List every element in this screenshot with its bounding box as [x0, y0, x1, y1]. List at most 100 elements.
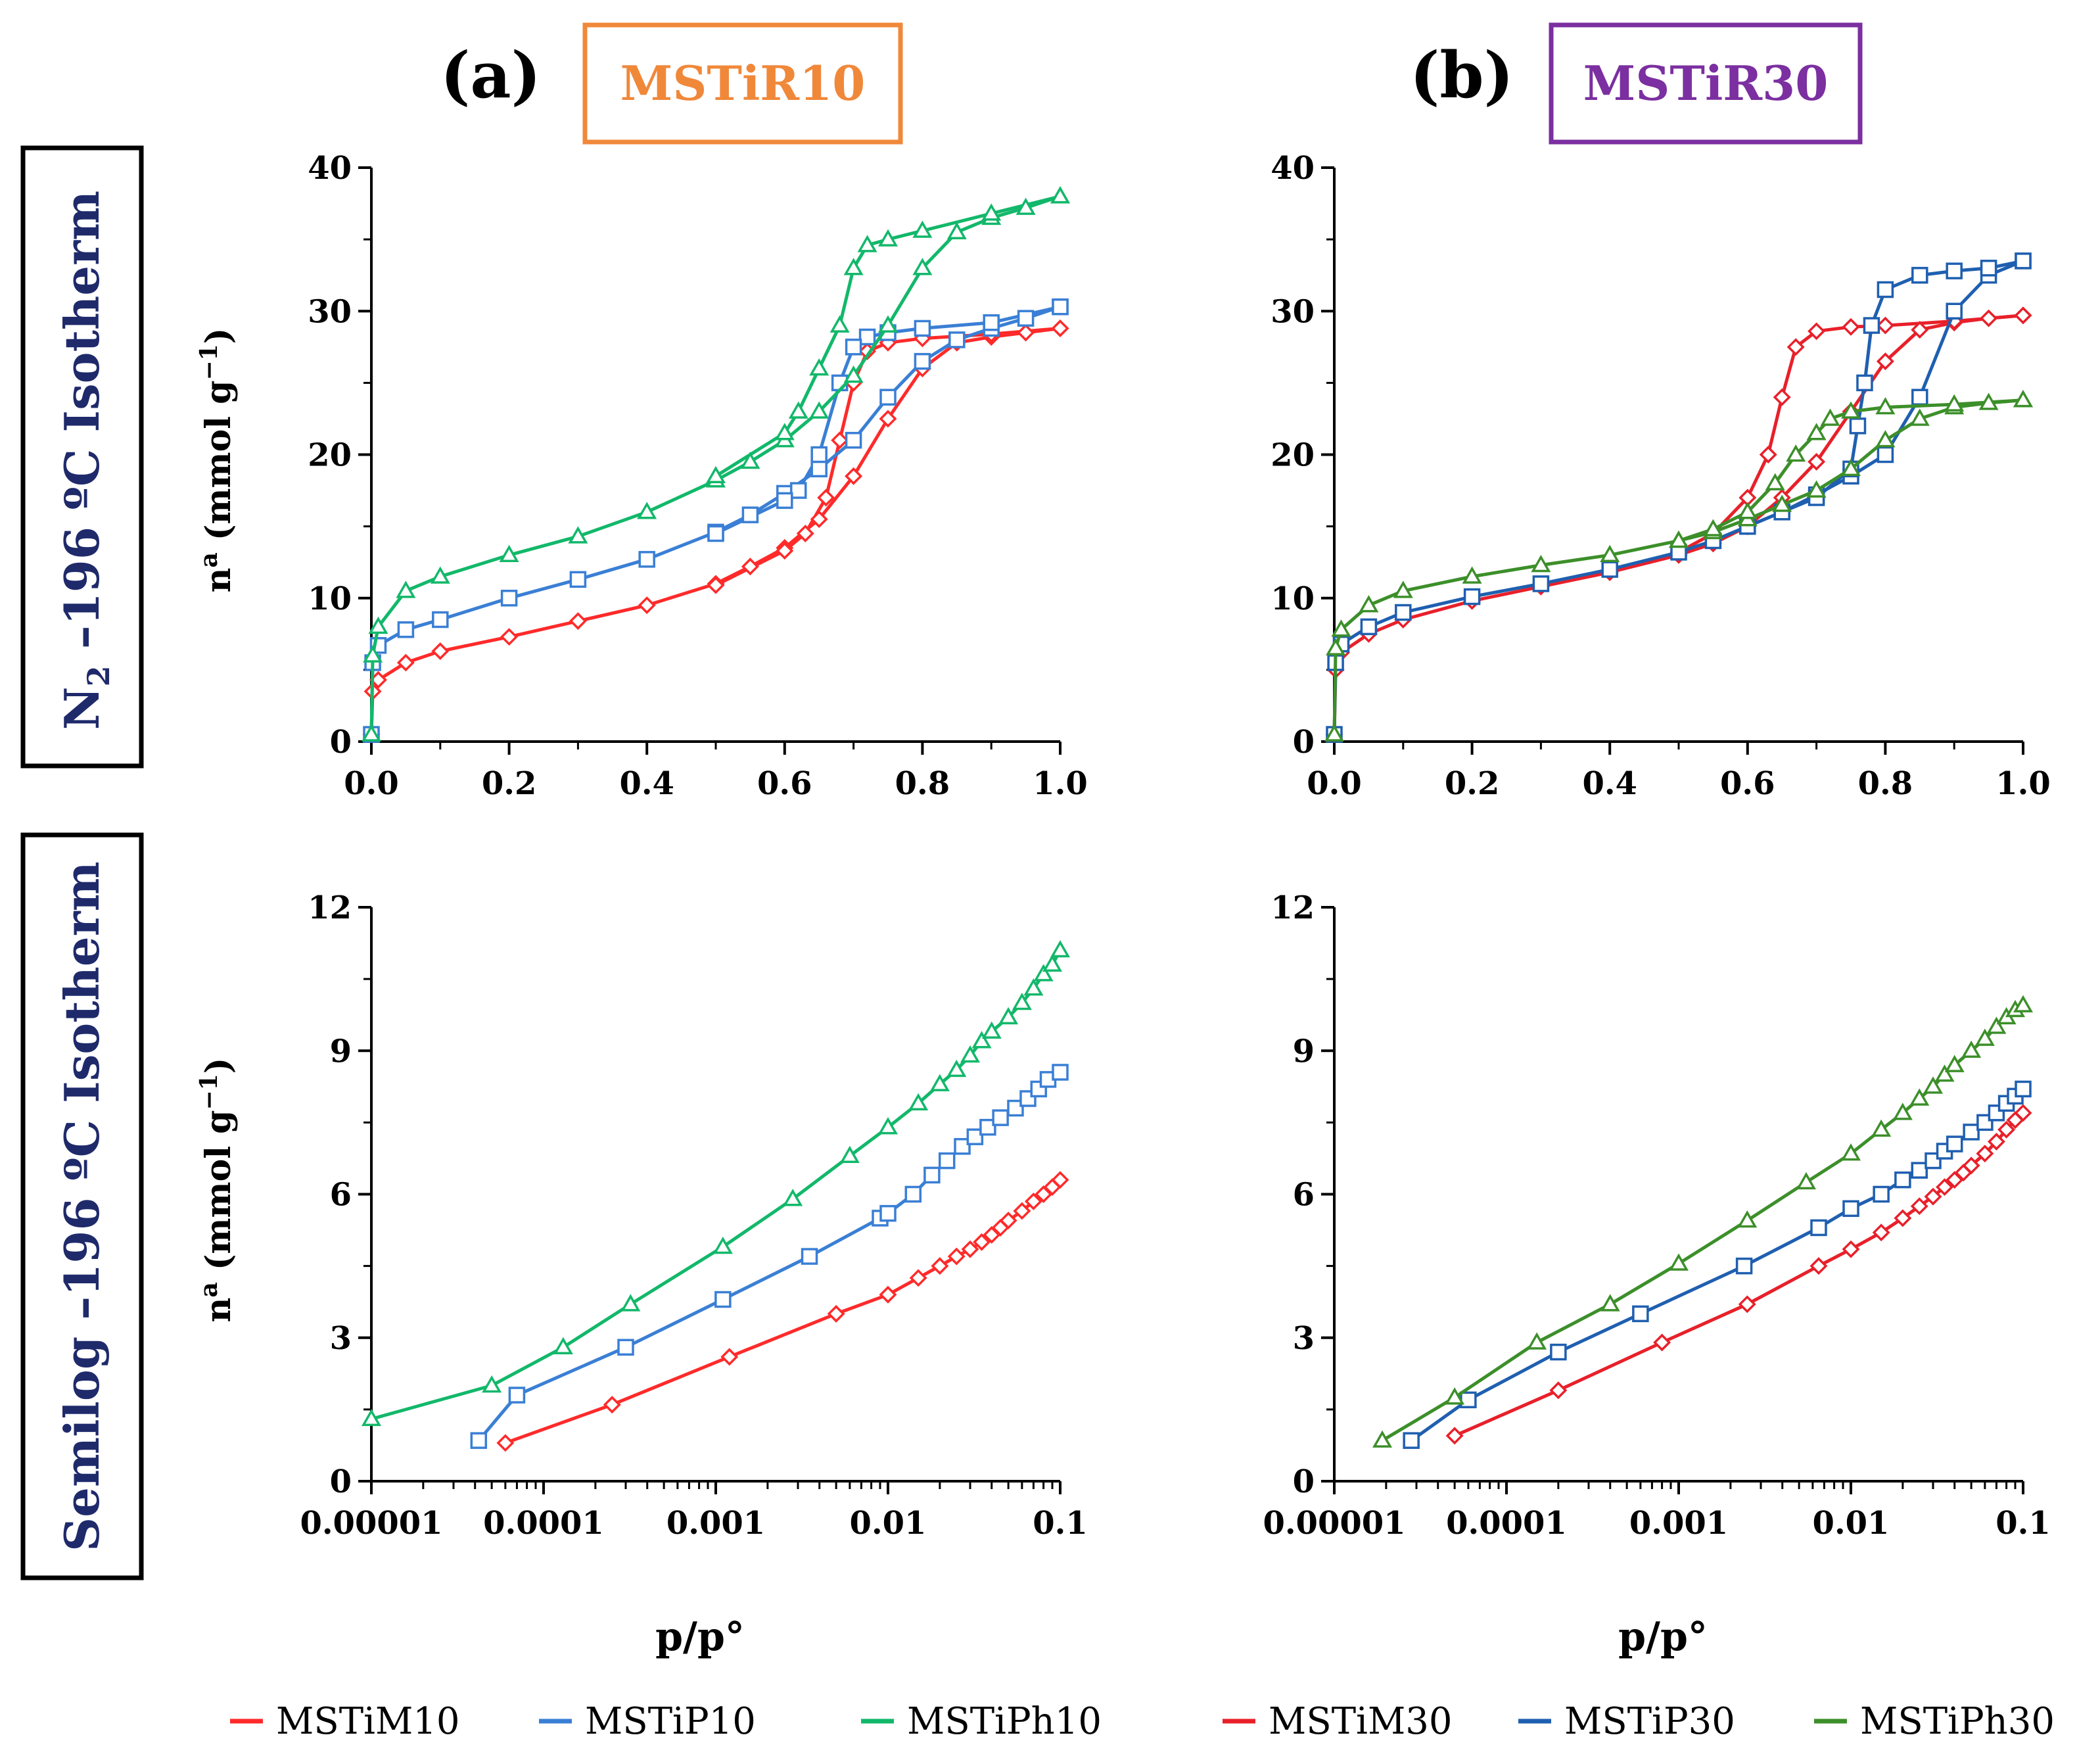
MSTiM10-point: [776, 542, 794, 560]
MSTiPh10-point: [1050, 186, 1071, 204]
x-tick-label: 0.8: [895, 765, 950, 802]
MSTiM10-point: [947, 1247, 966, 1266]
MSTiPh30-point: [2013, 995, 2034, 1012]
panel-b-title: MSTiR30: [1583, 55, 1829, 111]
MSTiM30-point: [1987, 1133, 2005, 1151]
MSTiP10-point: [938, 1152, 956, 1170]
MSTiM10-point: [879, 1285, 897, 1304]
MSTiM30-point: [1911, 321, 1929, 339]
MSTiPh30-point: [2013, 390, 2034, 408]
MSTiPh10-point: [912, 258, 933, 275]
MSTiPh10-point: [908, 1093, 929, 1111]
MSTiP30-point: [1360, 618, 1378, 636]
y-tick-label: 12: [308, 890, 352, 926]
MSTiP10-point: [810, 446, 828, 463]
MSTiM10-line: [505, 1178, 1062, 1445]
MSTiP30-point: [1532, 575, 1550, 592]
MSTiPh10-point: [499, 544, 519, 563]
series-MSTiPh10: [361, 186, 1071, 742]
MSTiPh10-point: [712, 1236, 733, 1254]
MSTiM30-point: [1445, 1427, 1464, 1445]
MSTiP30-point: [1877, 281, 1894, 298]
MSTiP30-point: [1856, 374, 1873, 392]
MSTiP10-point: [904, 1185, 922, 1203]
MSTiM10-point: [707, 576, 725, 594]
MSTiPh10-point: [843, 365, 864, 383]
MSTiPh30-point: [1359, 595, 1379, 613]
MSTiPh30-point: [1923, 1076, 1944, 1094]
MSTiPh10-point: [740, 451, 760, 469]
MSTiM10-point: [909, 1269, 927, 1287]
y-tick-label: 3: [330, 1320, 352, 1357]
MSTiPh10-point: [1050, 939, 1071, 958]
y-tick-label: 10: [308, 581, 352, 617]
MSTiPh30-point: [1871, 1119, 1892, 1137]
MSTiP10-point: [979, 1118, 996, 1136]
MSTiP30-point: [2015, 252, 2032, 270]
row-label-bottom-box: [20, 832, 144, 1580]
MSTiPh10-point: [361, 1408, 382, 1427]
MSTiP10-point: [569, 571, 587, 588]
MSTiM10-point: [396, 653, 415, 672]
MSTiPh30-adsorption-line: [1332, 398, 2024, 735]
MSTiP10-point: [508, 1387, 526, 1404]
MSTiPh10-point: [843, 258, 864, 275]
x-tick-label: 0.6: [757, 765, 812, 802]
MSTiPh30-point: [1445, 1387, 1465, 1405]
x-tick-label: 0.1: [1995, 1505, 2051, 1542]
MSTiP10-point: [741, 506, 759, 523]
MSTiM30-point: [1962, 1156, 1980, 1175]
MSTiP30-point: [1980, 260, 1997, 277]
MSTiPh30-point: [1796, 1172, 1816, 1190]
MSTiP10-adsorption-line: [369, 305, 1061, 735]
MSTiP10-point: [776, 492, 793, 510]
y-tick-label: 0: [1293, 1463, 1315, 1500]
MSTiM30-point: [1980, 309, 1998, 327]
MSTiPh10-point: [971, 1031, 992, 1049]
MSTiM10-point: [831, 431, 849, 450]
MSTiP30-point: [1894, 1171, 1911, 1189]
MSTiP30-point: [1963, 1124, 1980, 1141]
MSTiM10-point: [500, 628, 519, 646]
MSTiM30-point: [1936, 1178, 1954, 1197]
MSTiP10-point: [1007, 1099, 1024, 1117]
MSTiP30-point: [1601, 561, 1618, 578]
MSTiM30-point: [1653, 1333, 1671, 1352]
x-tick-label: 0.2: [482, 765, 537, 802]
y-tick-label: 20: [1271, 437, 1315, 474]
panel-a-letter: (a): [440, 38, 541, 112]
MSTiPh10-point: [981, 1021, 1002, 1039]
MSTiPh10-point: [960, 1045, 981, 1063]
MSTiPh10-point: [1015, 197, 1036, 215]
MSTiPh10-point: [430, 566, 450, 584]
y-tick-label: 6: [330, 1177, 352, 1214]
MSTiP10-point: [1052, 1064, 1069, 1081]
MSTiPh10-adsorption-line: [369, 195, 1061, 735]
legend-label-MSTiPh10: MSTiPh10: [907, 1700, 1102, 1743]
MSTiM30-point: [1894, 1209, 1912, 1227]
MSTiPh30-point: [1806, 480, 1827, 498]
y-tick-label: 0: [330, 724, 352, 761]
MSTiPh10-point: [568, 526, 588, 544]
y-tick-label: 30: [308, 293, 352, 330]
MSTiPh30-point: [1892, 1103, 1913, 1120]
legend-b: MSTiM30 MSTiP30 MSTiPh30: [1223, 1700, 2055, 1743]
x-tick-label: 0.0: [344, 765, 399, 802]
MSTiM30-point: [2014, 1104, 2032, 1122]
x-tick-label: 0.1: [1033, 1505, 1088, 1542]
x-tick-label: 0.2: [1445, 765, 1500, 802]
series-MSTiP30: [1403, 1080, 2032, 1449]
MSTiP10-point: [879, 1204, 897, 1222]
MSTiPh30-point: [1737, 502, 1758, 519]
MSTiM30-point: [1808, 452, 1826, 471]
MSTiPh30-point: [1978, 392, 1999, 410]
MSTiP30-point: [1395, 604, 1412, 621]
MSTiPh10-point: [839, 1145, 860, 1164]
panel-a-title: MSTiR10: [620, 55, 866, 111]
MSTiPh10-point: [788, 401, 808, 419]
MSTiM10-point: [1024, 1192, 1042, 1210]
panel-b-letter: (b): [1410, 38, 1514, 112]
MSTiPh10-point: [1023, 978, 1044, 996]
MSTiP30-point: [1632, 1305, 1649, 1323]
MSTiPh10-point: [396, 581, 416, 598]
